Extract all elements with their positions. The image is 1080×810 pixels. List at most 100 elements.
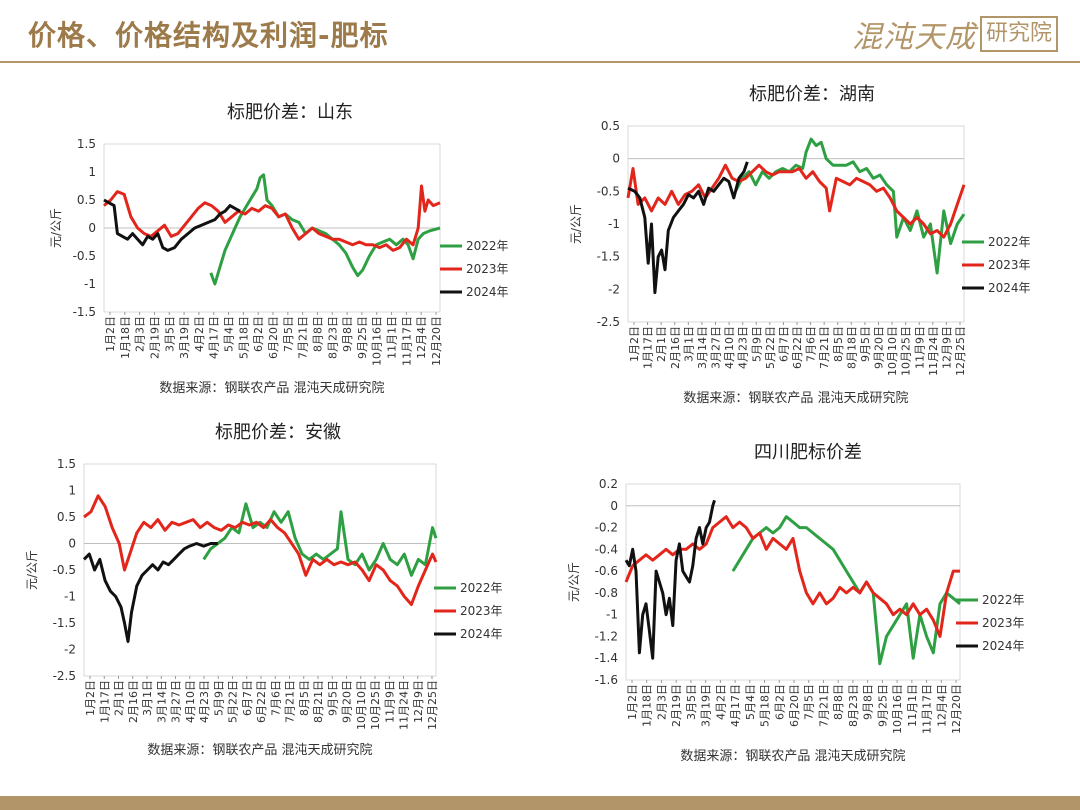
x-tick-label: 12月25日 [954, 326, 967, 376]
y-tick-label: -0.4 [595, 542, 618, 556]
x-tick-label: 1月17日 [642, 326, 655, 369]
y-tick-label: -2.5 [597, 315, 620, 329]
x-tick-label: 8月5日 [298, 680, 311, 716]
y-tick-label: -0.8 [595, 586, 618, 600]
x-tick-label: 4月17日 [729, 684, 742, 727]
chart-title: 标肥价差：山东 [227, 102, 353, 123]
source-note: 数据来源：钢联农产品 混沌天成研究院 [147, 743, 372, 758]
x-tick-label: 2月1日 [655, 326, 668, 362]
series-line-2022年 [734, 137, 966, 275]
header-divider [0, 61, 1080, 63]
y-tick-label: 1.5 [77, 137, 96, 151]
x-tick-label: 9月25日 [876, 684, 889, 727]
series-line-2023年 [626, 163, 966, 239]
x-tick-label: 1月17日 [98, 680, 111, 723]
x-tick-label: 3月14日 [696, 326, 709, 369]
source-note: 数据来源：钢联农产品 混沌天成研究院 [159, 381, 384, 396]
x-tick-label: 3月14日 [155, 680, 168, 723]
header-title: 价格、价格结构及利润-肥标 [28, 19, 389, 52]
legend-label: 2022年 [982, 593, 1025, 607]
series-line-2024年 [624, 499, 716, 660]
y-tick-label: 0 [68, 537, 76, 551]
x-tick-label: 4月10日 [184, 680, 197, 723]
x-tick-label: 10月25日 [900, 326, 913, 376]
x-tick-label: 10月16日 [371, 316, 384, 366]
y-tick-label: 0 [610, 499, 618, 513]
x-tick-label: 4月17日 [208, 316, 221, 359]
chart-4: 四川肥标价差 -1.6 -1.4 -1.2 -1 -0.8 -0.6 -0.4 -0.2 0 0.2… [567, 442, 1025, 764]
x-tick-label: 5月9日 [750, 326, 763, 362]
x-tick-label: 12月20日 [950, 684, 963, 734]
x-tick-label: 7月5日 [803, 684, 816, 720]
x-tick-label: 4月10日 [723, 326, 736, 369]
series-line-2024年 [82, 542, 218, 643]
x-tick-label: 7月21日 [284, 680, 297, 723]
y-tick-label: -2 [64, 643, 76, 657]
x-tick-label: 2月1日 [113, 680, 126, 716]
legend-label: 2024年 [988, 281, 1031, 295]
x-tick-label: 6月7日 [241, 680, 254, 716]
x-tick-label: 2月3日 [655, 684, 668, 720]
x-tick-label: 3月19日 [178, 316, 191, 359]
x-tick-label: 7月5日 [282, 316, 295, 352]
series-line-2023年 [103, 184, 441, 252]
x-tick-label: 2月16日 [669, 326, 682, 369]
y-tick-label: -0.5 [53, 563, 76, 577]
x-tick-label: 9月25日 [356, 316, 369, 359]
x-tick-label: 2月19日 [670, 684, 683, 727]
x-tick-label: 12月25日 [426, 680, 439, 730]
x-tick-label: 12月9日 [940, 326, 953, 369]
y-tick-label: -1 [606, 608, 618, 622]
y-tick-label: -1.6 [595, 673, 618, 687]
x-tick-label: 12月20日 [430, 316, 443, 366]
x-tick-label: 3月5日 [685, 684, 698, 720]
y-tick-label: 0.5 [77, 193, 96, 207]
x-tick-label: 12月4日 [415, 316, 428, 359]
x-tick-label: 6月7日 [777, 326, 790, 362]
x-tick-label: 1月18日 [641, 684, 654, 727]
x-tick-label: 4月23日 [737, 326, 750, 369]
x-tick-label: 11月9日 [383, 680, 396, 723]
plot-area [627, 125, 965, 323]
chart-2: 标肥价差：湖南 -2.5 -2 -1.5 -1 -0.5 0 0.5 元/公斤 1月2日 1月17日… [569, 84, 1031, 406]
x-tick-label: 3月19日 [700, 684, 713, 727]
series-line-2023年 [83, 494, 438, 606]
footer-bar [0, 796, 1080, 810]
y-tick-label: -0.2 [595, 521, 618, 535]
x-tick-label: 10月16日 [891, 684, 904, 734]
brand-script: 混沌天成 [851, 20, 976, 55]
x-tick-label: 7月6日 [269, 680, 282, 716]
y-tick-label: -1.5 [73, 305, 96, 319]
x-tick-label: 6月22日 [255, 680, 268, 723]
y-axis-label: 元/公斤 [569, 204, 583, 244]
y-tick-label: -2 [608, 282, 620, 296]
x-tick-label: 3月1日 [141, 680, 154, 716]
legend-label: 2024年 [460, 627, 503, 641]
legend-label: 2022年 [466, 239, 509, 253]
legend-label: 2023年 [460, 604, 503, 618]
legend-label: 2022年 [988, 235, 1031, 249]
x-tick-label: 5月4日 [223, 316, 236, 352]
legend-label: 2023年 [988, 258, 1031, 272]
brand-box: 研究院 [979, 16, 1058, 52]
y-tick-label: -0.6 [595, 564, 618, 578]
x-tick-label: 7月6日 [805, 326, 818, 362]
x-tick-label: 11月1日 [386, 316, 399, 359]
x-tick-label: 1月18日 [119, 316, 132, 359]
x-tick-label: 8月8日 [311, 316, 324, 352]
x-tick-label: 9月20日 [341, 680, 354, 723]
y-tick-label: -0.5 [73, 249, 96, 263]
x-tick-label: 7月21日 [817, 684, 830, 727]
x-tick-label: 9月20日 [873, 326, 886, 369]
x-tick-label: 6月2日 [773, 684, 786, 720]
x-tick-label: 8月21日 [312, 680, 325, 723]
x-tick-label: 10月10日 [355, 680, 368, 730]
y-tick-label: -0.5 [597, 184, 620, 198]
x-tick-label: 1月2日 [626, 684, 639, 720]
y-tick-label: 1 [68, 484, 76, 498]
y-tick-label: -1 [84, 277, 96, 291]
x-tick-label: 11月24日 [927, 326, 940, 376]
x-tick-label: 8月23日 [326, 316, 339, 359]
